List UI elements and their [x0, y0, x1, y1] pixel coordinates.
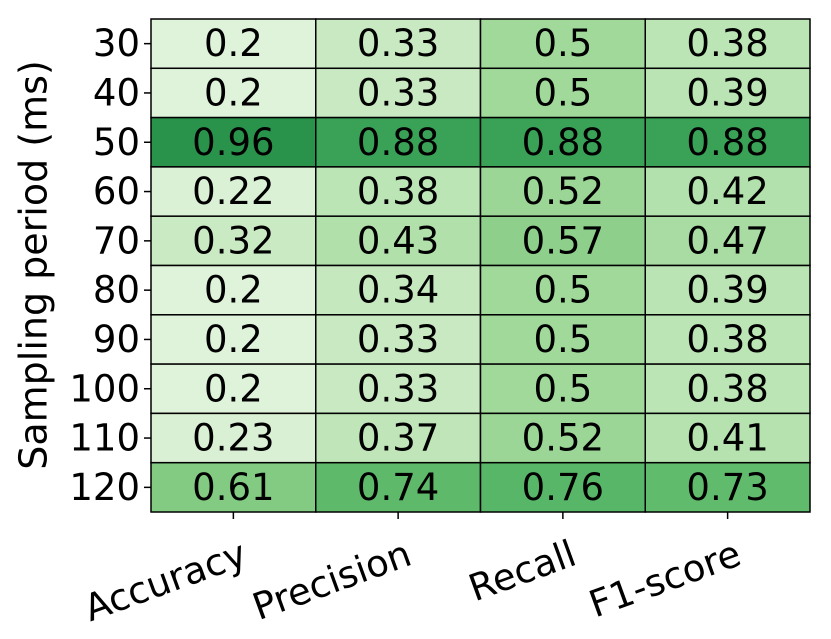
heatmap-cell — [315, 18, 482, 70]
cell-label: 0.33 — [357, 71, 439, 114]
cell-label: 0.52 — [522, 417, 604, 460]
cell-label: 0.23 — [192, 417, 274, 460]
heatmap-cell — [315, 215, 482, 267]
heatmap-cell — [150, 363, 317, 415]
cell-label: 0.52 — [522, 170, 604, 213]
y-tick-label: 80 — [93, 269, 140, 312]
y-tick-label: 100 — [69, 367, 140, 410]
cell-label: 0.5 — [533, 22, 592, 65]
heatmap-cell — [644, 116, 811, 168]
cell-label: 0.57 — [522, 219, 604, 262]
cell-label: 0.74 — [357, 466, 439, 509]
y-tick-label: 90 — [93, 318, 140, 361]
cell-label: 0.32 — [192, 219, 274, 262]
y-tick-label: 30 — [93, 22, 140, 65]
heatmap-cell — [644, 67, 811, 119]
cell-label: 0.5 — [533, 269, 592, 312]
heatmap-cell — [644, 166, 811, 217]
cell-label: 0.5 — [533, 367, 592, 410]
cell-label: 0.96 — [192, 121, 274, 164]
heatmap-cell — [479, 461, 646, 513]
cell-label: 0.73 — [686, 466, 768, 509]
cell-label: 0.39 — [686, 269, 768, 312]
heatmap-cell — [150, 18, 317, 70]
heatmap-cell — [479, 264, 646, 316]
cell-label: 0.38 — [686, 367, 768, 410]
cell-label: 0.2 — [204, 71, 263, 114]
cell-label: 0.5 — [533, 71, 592, 114]
cell-label: 0.33 — [357, 22, 439, 65]
cell-label: 0.37 — [357, 417, 439, 460]
y-tick-label: 40 — [93, 71, 140, 114]
cell-label: 0.2 — [204, 22, 263, 65]
heatmap-cell — [644, 314, 811, 365]
heatmap-cell — [315, 264, 482, 316]
cell-label: 0.2 — [204, 269, 263, 312]
y-tick-label: 60 — [93, 170, 140, 213]
cell-label: 0.2 — [204, 318, 263, 361]
cell-label: 0.47 — [686, 219, 768, 262]
cell-label: 0.33 — [357, 367, 439, 410]
x-tick-label: Precision — [247, 532, 417, 629]
cell-label: 0.22 — [192, 170, 274, 213]
heatmap-cell — [479, 18, 646, 70]
cell-label: 0.88 — [522, 121, 604, 164]
cell-label: 0.76 — [522, 466, 604, 509]
heatmap-cell — [644, 18, 811, 70]
heatmap-cell — [150, 461, 317, 513]
cell-label: 0.38 — [686, 22, 768, 65]
cell-label: 0.39 — [686, 71, 768, 114]
y-tick-label: 120 — [69, 466, 140, 509]
heatmap-cell — [315, 166, 482, 217]
cell-label: 0.2 — [204, 367, 263, 410]
cell-label: 0.5 — [533, 318, 592, 361]
cell-label: 0.34 — [357, 269, 439, 312]
cell-label: 0.38 — [357, 170, 439, 213]
cell-label: 0.43 — [357, 219, 439, 262]
heatmap-cell — [644, 264, 811, 316]
y-tick-label: 70 — [93, 219, 140, 262]
heatmap-cell — [479, 215, 646, 267]
cell-label: 0.38 — [686, 318, 768, 361]
cell-label: 0.41 — [686, 417, 768, 460]
heatmap-cell — [315, 67, 482, 119]
heatmap-cell — [644, 461, 811, 513]
y-tick-label: 50 — [93, 121, 140, 164]
heatmap-cell — [315, 116, 482, 168]
heatmap-cell — [644, 412, 811, 464]
cell-label: 0.61 — [192, 466, 274, 509]
heatmap-cell — [644, 215, 811, 267]
cell-label: 0.42 — [686, 170, 768, 213]
y-tick-label: 110 — [69, 417, 140, 460]
x-tick-label: Recall — [463, 532, 581, 610]
x-tick-label: F1-score — [583, 532, 746, 626]
cell-label: 0.88 — [357, 121, 439, 164]
heatmap-cell — [150, 264, 317, 316]
cell-label: 0.88 — [686, 121, 768, 164]
heatmap-cell — [479, 363, 646, 415]
cell-label: 0.33 — [357, 318, 439, 361]
heatmap-cell — [479, 314, 646, 365]
x-tick-label: Accuracy — [79, 532, 252, 630]
y-axis-label: Sampling period (ms) — [12, 60, 56, 470]
